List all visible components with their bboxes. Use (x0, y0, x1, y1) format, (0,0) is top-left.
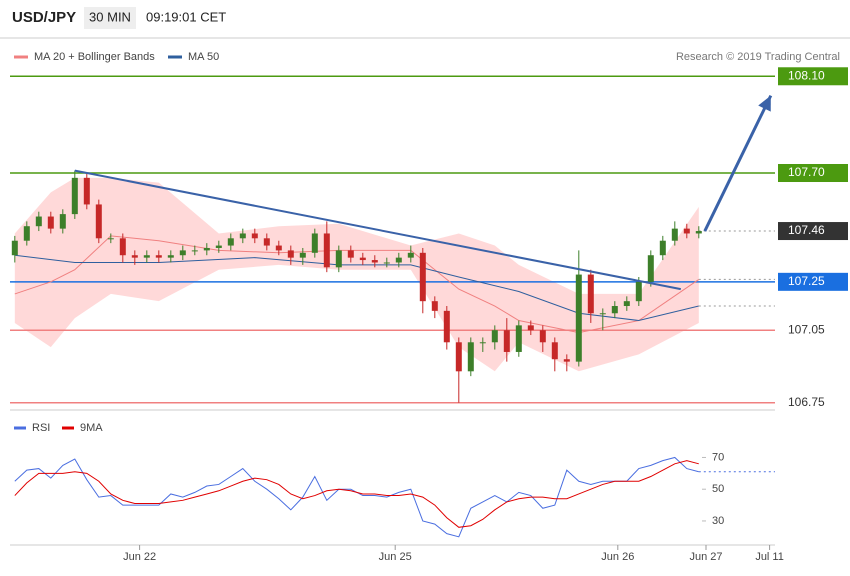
candle-body (107, 238, 114, 240)
level-label: 107.46 (788, 223, 825, 237)
legend-label: MA 20 + Bollinger Bands (34, 51, 155, 63)
credit: Research © 2019 Trading Central (676, 51, 840, 63)
candle-body (491, 330, 498, 343)
y-tick-label: 50 (712, 483, 724, 495)
candle-body (59, 214, 66, 229)
level-label: 108.10 (788, 68, 825, 82)
candle-body (143, 255, 150, 258)
level-box (778, 222, 848, 241)
level-box (778, 321, 848, 340)
candle-body (167, 255, 174, 258)
candle-body (455, 342, 462, 372)
y-tick-label: 30 (712, 515, 724, 527)
x-tick-label: Jul 11 (755, 551, 784, 563)
level-box (778, 67, 848, 86)
candle-body (431, 301, 438, 311)
legend-label: 9MA (80, 422, 103, 434)
interval-box (84, 7, 136, 29)
candle-body (527, 325, 534, 331)
candle-body (647, 255, 654, 282)
candle-body (251, 233, 258, 239)
candle-body (611, 306, 618, 314)
x-tick-label: Jun 25 (379, 551, 412, 563)
candle-body (323, 233, 330, 268)
candle-body (155, 255, 162, 258)
trendline (703, 94, 773, 232)
bollinger-band (14, 177, 699, 372)
candle-body (131, 255, 138, 258)
symbol: USD/JPY (12, 9, 76, 26)
candle-body (683, 228, 690, 234)
level-box (778, 393, 848, 412)
x-tick-label: Jun 26 (601, 551, 634, 563)
candle-body (347, 250, 354, 258)
candle-body (47, 216, 54, 229)
candle-body (299, 252, 306, 258)
candle-body (563, 359, 570, 362)
interval: 30 MIN (89, 9, 131, 24)
candle-body (515, 325, 522, 352)
arrow-head (758, 95, 771, 112)
time: 09:19:01 CET (146, 9, 226, 24)
legend-label: MA 50 (188, 51, 219, 63)
candle-body (215, 245, 222, 248)
candle-body (263, 238, 270, 246)
candle-body (95, 204, 102, 239)
candle-body (671, 228, 678, 241)
ma-line (14, 254, 699, 322)
level-box (778, 164, 848, 183)
candle-body (395, 257, 402, 263)
candle-body (275, 245, 282, 251)
candle-body (467, 342, 474, 372)
candle-body (35, 216, 42, 227)
candle-body (191, 250, 198, 252)
level-box (778, 272, 848, 291)
candle-body (11, 240, 18, 256)
candle-body (587, 274, 594, 314)
candle-body (239, 233, 246, 239)
candle-body (287, 250, 294, 258)
candle-body (23, 226, 30, 241)
candle-body (539, 330, 546, 343)
candle-body (635, 281, 642, 302)
candle-body (83, 177, 90, 205)
candle-body (119, 238, 126, 256)
level-label: 107.70 (788, 165, 825, 179)
candle-body (419, 252, 426, 302)
indicator-line (14, 460, 699, 528)
candle-body (227, 238, 234, 246)
candle-body (407, 252, 414, 258)
candle-body (659, 240, 666, 256)
y-tick-label: 70 (712, 451, 724, 463)
candle-body (443, 310, 450, 343)
candle-body (359, 257, 366, 261)
candle-body (575, 274, 582, 362)
candle-body (179, 250, 186, 256)
x-tick-label: Jun 22 (123, 551, 156, 563)
candle-body (623, 301, 630, 307)
candle-body (479, 342, 486, 344)
candle-body (335, 250, 342, 268)
candle-body (311, 233, 318, 253)
candle-body (599, 313, 606, 315)
x-tick-label: Jun 27 (689, 551, 722, 563)
candle-body (695, 231, 702, 234)
candle-body (71, 177, 78, 215)
candle-body (383, 262, 390, 264)
candle-body (551, 342, 558, 360)
candle-body (203, 247, 210, 251)
level-label: 107.25 (788, 274, 825, 288)
level-label: 106.75 (788, 395, 825, 409)
trendline (74, 169, 681, 291)
candle-body (503, 330, 510, 352)
level-label: 107.05 (788, 322, 825, 336)
candle-body (371, 260, 378, 263)
legend-label: RSI (32, 422, 50, 434)
